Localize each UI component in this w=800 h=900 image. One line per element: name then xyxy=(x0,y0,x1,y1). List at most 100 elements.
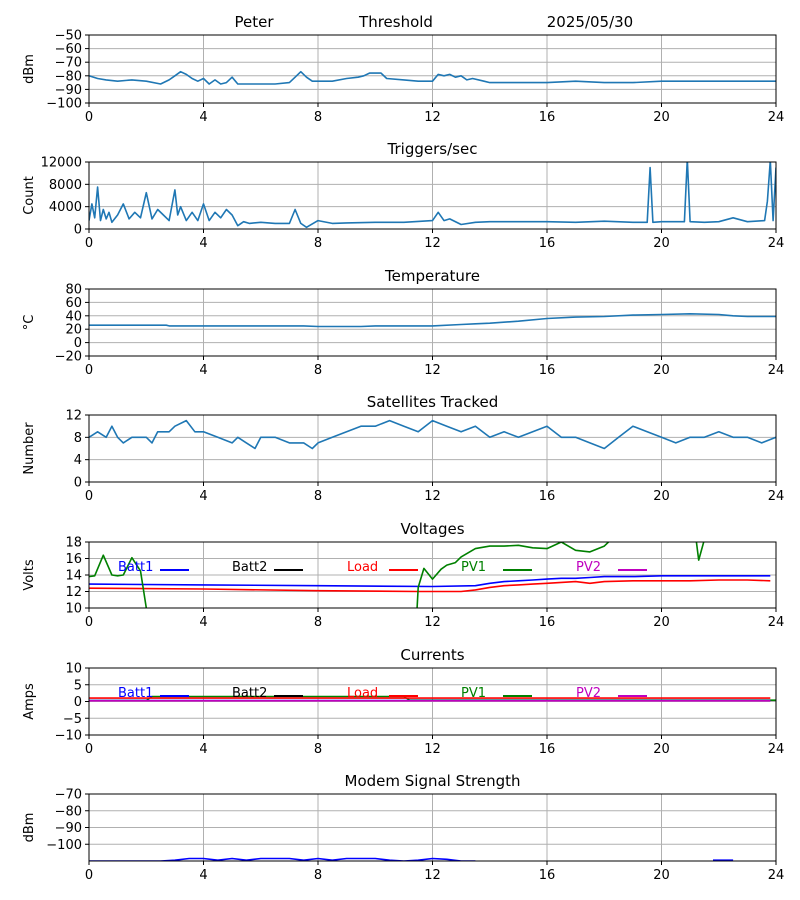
currents-xtick-label: 20 xyxy=(653,742,670,757)
voltages-xtick-label: 0 xyxy=(85,615,93,630)
voltages-series-load xyxy=(89,579,771,593)
voltages-series-pv1 xyxy=(89,542,705,608)
triggers-ytick-label: 8000 xyxy=(49,178,82,193)
threshold-xtick-label: 4 xyxy=(199,110,207,125)
modem-xtick-label: 8 xyxy=(314,868,322,883)
voltages-series-batt1 xyxy=(89,574,771,588)
voltages-xtick-label: 20 xyxy=(653,615,670,630)
currents-legend-pv2: PV2 xyxy=(576,686,601,701)
temperature-ytick-label: 80 xyxy=(65,283,82,298)
temperature-ytick-label: 20 xyxy=(65,323,82,338)
threshold-ytick-label: −60 xyxy=(55,42,82,57)
satellites-ytick-label: 4 xyxy=(74,453,82,468)
voltages-title: Voltages xyxy=(400,520,464,538)
temperature-xtick-label: 0 xyxy=(85,363,93,378)
threshold-ytick-label: −70 xyxy=(55,56,82,71)
threshold-ytick-label: −100 xyxy=(46,97,82,112)
triggers-xtick-label: 12 xyxy=(424,236,441,251)
satellites-xtick-label: 8 xyxy=(314,489,322,504)
currents-legend-load: Load xyxy=(347,686,378,701)
satellites-xtick-label: 0 xyxy=(85,489,93,504)
temperature-ytick-label: −20 xyxy=(55,350,82,365)
modem-ytick-label: −70 xyxy=(55,788,82,803)
satellites-panel: 0 4 8 12 16 20 24 12 8 4 0 Satellites Tracked Number xyxy=(22,393,784,504)
voltages-legend-pv2: PV2 xyxy=(576,560,601,575)
currents-xtick-label: 24 xyxy=(768,742,785,757)
triggers-xtick-label: 24 xyxy=(768,236,785,251)
threshold-ytick-label: −50 xyxy=(55,29,82,44)
threshold-xtick-label: 24 xyxy=(768,110,785,125)
currents-xtick-label: 0 xyxy=(85,742,93,757)
satellites-title: Satellites Tracked xyxy=(367,393,498,411)
modem-series-0 xyxy=(89,857,476,861)
modem-xtick-label: 12 xyxy=(424,868,441,883)
currents-legend-batt2: Batt2 xyxy=(232,686,267,701)
triggers-ytick-label: 4000 xyxy=(49,200,82,215)
modem-xtick-label: 4 xyxy=(199,868,207,883)
temperature-xtick-label: 16 xyxy=(539,363,556,378)
triggers-ytick-label: 12000 xyxy=(41,156,82,171)
currents-legend-pv1: PV1 xyxy=(461,686,486,701)
triggers-series-0 xyxy=(89,162,776,229)
voltages-ytick-label: 14 xyxy=(65,569,82,584)
threshold-xtick-label: 20 xyxy=(653,110,670,125)
triggers-ytick-label: 0 xyxy=(74,223,82,238)
temperature-title: Temperature xyxy=(384,267,480,285)
threshold-xtick-label: 8 xyxy=(314,110,322,125)
temperature-ytick-label: 0 xyxy=(74,336,82,351)
temperature-xtick-label: 24 xyxy=(768,363,785,378)
satellites-xtick-label: 4 xyxy=(199,489,207,504)
satellites-series-0 xyxy=(89,419,776,450)
currents-ytick-label: −5 xyxy=(63,712,82,727)
voltages-legend-batt2: Batt2 xyxy=(232,560,267,575)
threshold-ytick-label: −80 xyxy=(55,69,82,84)
triggers-ylabel: Count xyxy=(22,176,37,215)
voltages-xtick-label: 4 xyxy=(199,615,207,630)
temperature-xtick-label: 4 xyxy=(199,363,207,378)
modem-ytick-label: −100 xyxy=(46,838,82,853)
voltages-legend-load: Load xyxy=(347,560,378,575)
currents-ytick-label: 0 xyxy=(74,695,82,710)
temperature-ytick-label: 60 xyxy=(65,296,82,311)
currents-xtick-label: 4 xyxy=(199,742,207,757)
modem-ytick-label: −80 xyxy=(55,804,82,819)
triggers-xtick-label: 16 xyxy=(539,236,556,251)
voltages-xtick-label: 12 xyxy=(424,615,441,630)
modem-ylabel: dBm xyxy=(22,813,37,843)
currents-xtick-label: 8 xyxy=(314,742,322,757)
voltages-xtick-label: 8 xyxy=(314,615,322,630)
modem-xtick-label: 0 xyxy=(85,868,93,883)
triggers-xtick-label: 8 xyxy=(314,236,322,251)
threshold-xtick-label: 0 xyxy=(85,110,93,125)
modem-xtick-label: 20 xyxy=(653,868,670,883)
temperature-series-0 xyxy=(89,312,776,328)
threshold-xtick-label: 12 xyxy=(424,110,441,125)
modem-ytick-label: −90 xyxy=(55,821,82,836)
temperature-xtick-label: 20 xyxy=(653,363,670,378)
temperature-ytick-label: 40 xyxy=(65,309,82,324)
currents-xtick-label: 16 xyxy=(539,742,556,757)
voltages-ylabel: Volts xyxy=(22,559,37,591)
voltages-ytick-label: 12 xyxy=(65,585,82,600)
threshold-ytick-label: −90 xyxy=(55,83,82,98)
currents-xtick-label: 12 xyxy=(424,742,441,757)
modem-xtick-label: 24 xyxy=(768,868,785,883)
threshold-ylabel: dBm xyxy=(22,54,37,84)
voltages-ytick-label: 10 xyxy=(65,602,82,617)
currents-legend-batt1: Batt1 xyxy=(118,686,153,701)
currents-ylabel: Amps xyxy=(22,683,37,720)
threshold-series-0 xyxy=(89,70,776,85)
satellites-ytick-label: 12 xyxy=(65,409,82,424)
modem-title: Modem Signal Strength xyxy=(345,772,521,790)
currents-ytick-label: 5 xyxy=(74,678,82,693)
triggers-panel: 0 4 8 12 16 20 24 0 4000 8000 12000 Triggers/sec Cou… xyxy=(22,140,784,251)
triggers-xtick-label: 20 xyxy=(653,236,670,251)
header-site: Peter xyxy=(234,13,274,31)
triggers-title: Triggers/sec xyxy=(387,140,478,158)
voltages-xtick-label: 16 xyxy=(539,615,556,630)
threshold-panel: 0 4 8 12 16 20 24 −50−60−70−80−90−100 dBm xyxy=(22,29,784,126)
